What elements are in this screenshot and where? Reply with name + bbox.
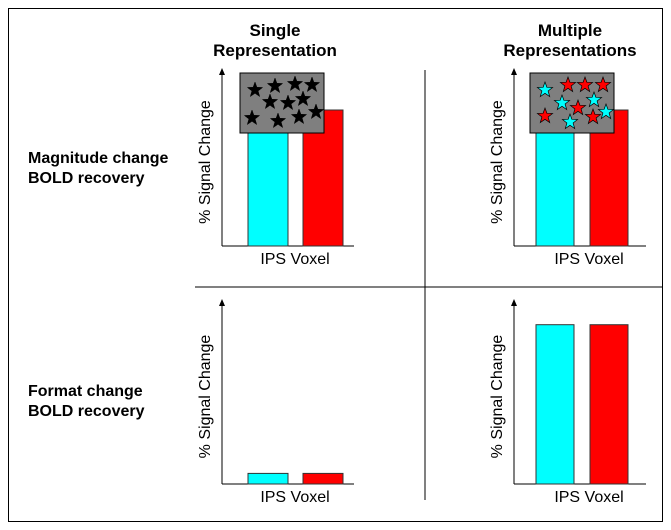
star-icon-red — [584, 107, 602, 125]
column-header-single-line2: Representation — [213, 41, 337, 60]
star-icon-black — [279, 94, 297, 111]
star-icon-black — [243, 109, 261, 126]
star-icon-red — [576, 75, 594, 93]
y-label-bottom-left: % Signal Change — [197, 335, 214, 459]
star-icon-black — [307, 103, 325, 120]
bar-bottom-left-cyan — [247, 472, 289, 485]
x-label-top-right: IPS Voxel — [554, 251, 623, 268]
column-header-multiple-line2: Representations — [503, 41, 637, 60]
star-icon-black — [286, 75, 304, 92]
column-header-single: Single Representation — [150, 21, 400, 61]
star-icon-black — [261, 93, 279, 110]
y-axis-arrow-bottom-right — [511, 299, 517, 306]
x-label-top-left: IPS Voxel — [260, 251, 329, 268]
star-icon-cyan — [553, 93, 571, 111]
star-icon-red — [536, 106, 554, 124]
row-label-magnitude-line2: BOLD recovery — [28, 170, 145, 187]
x-label-bottom-right: IPS Voxel — [554, 489, 623, 506]
y-axis-arrow-top-left — [219, 68, 225, 75]
stimulus-inset-single — [239, 72, 325, 134]
column-header-single-line1: Single — [249, 21, 301, 40]
star-icon-black — [266, 77, 284, 94]
y-axis-arrow-top-right — [511, 68, 517, 75]
y-label-bottom-right: % Signal Change — [489, 335, 506, 459]
star-icon-black — [246, 81, 264, 98]
stimulus-inset-multiple — [529, 72, 615, 134]
bar-bottom-left-red — [302, 472, 344, 485]
star-icon-red — [594, 75, 612, 93]
star-icon-cyan — [585, 90, 603, 108]
star-icon-black — [294, 90, 312, 107]
star-icon-black — [269, 112, 287, 129]
star-icon-cyan — [536, 80, 554, 98]
bar-bottom-right-red — [589, 324, 629, 485]
chart-bottom-left: IPS Voxel % Signal Change — [197, 299, 354, 506]
chart-top-right: IPS Voxel % Signal Change — [489, 68, 646, 268]
chart-bottom-right: IPS Voxel % Signal Change — [489, 299, 646, 506]
y-label-top-left: % Signal Change — [197, 100, 214, 224]
y-axis-arrow-bottom-left — [219, 299, 225, 306]
star-icon-cyan — [561, 112, 579, 130]
figure-frame — [8, 8, 663, 522]
row-label-format-line2: BOLD recovery — [28, 403, 145, 420]
column-header-multiple-line1: Multiple — [537, 21, 603, 40]
x-label-bottom-left: IPS Voxel — [260, 489, 329, 506]
star-icon-cyan — [597, 102, 615, 120]
chart-top-left: IPS Voxel % Signal Change — [197, 68, 354, 268]
bar-bottom-right-cyan — [535, 324, 575, 485]
row-label-magnitude: Magnitude change BOLD recovery — [28, 149, 168, 189]
column-header-multiple: Multiple Representations — [455, 21, 671, 61]
y-label-top-right: % Signal Change — [489, 100, 506, 224]
row-label-format: Format change BOLD recovery — [28, 382, 145, 422]
star-icon-black — [303, 76, 321, 93]
star-icon-red — [559, 75, 577, 93]
row-label-format-line1: Format change — [28, 383, 143, 400]
row-label-magnitude-line1: Magnitude change — [28, 150, 169, 167]
star-icon-black — [290, 108, 308, 125]
star-icon-red — [569, 98, 587, 116]
